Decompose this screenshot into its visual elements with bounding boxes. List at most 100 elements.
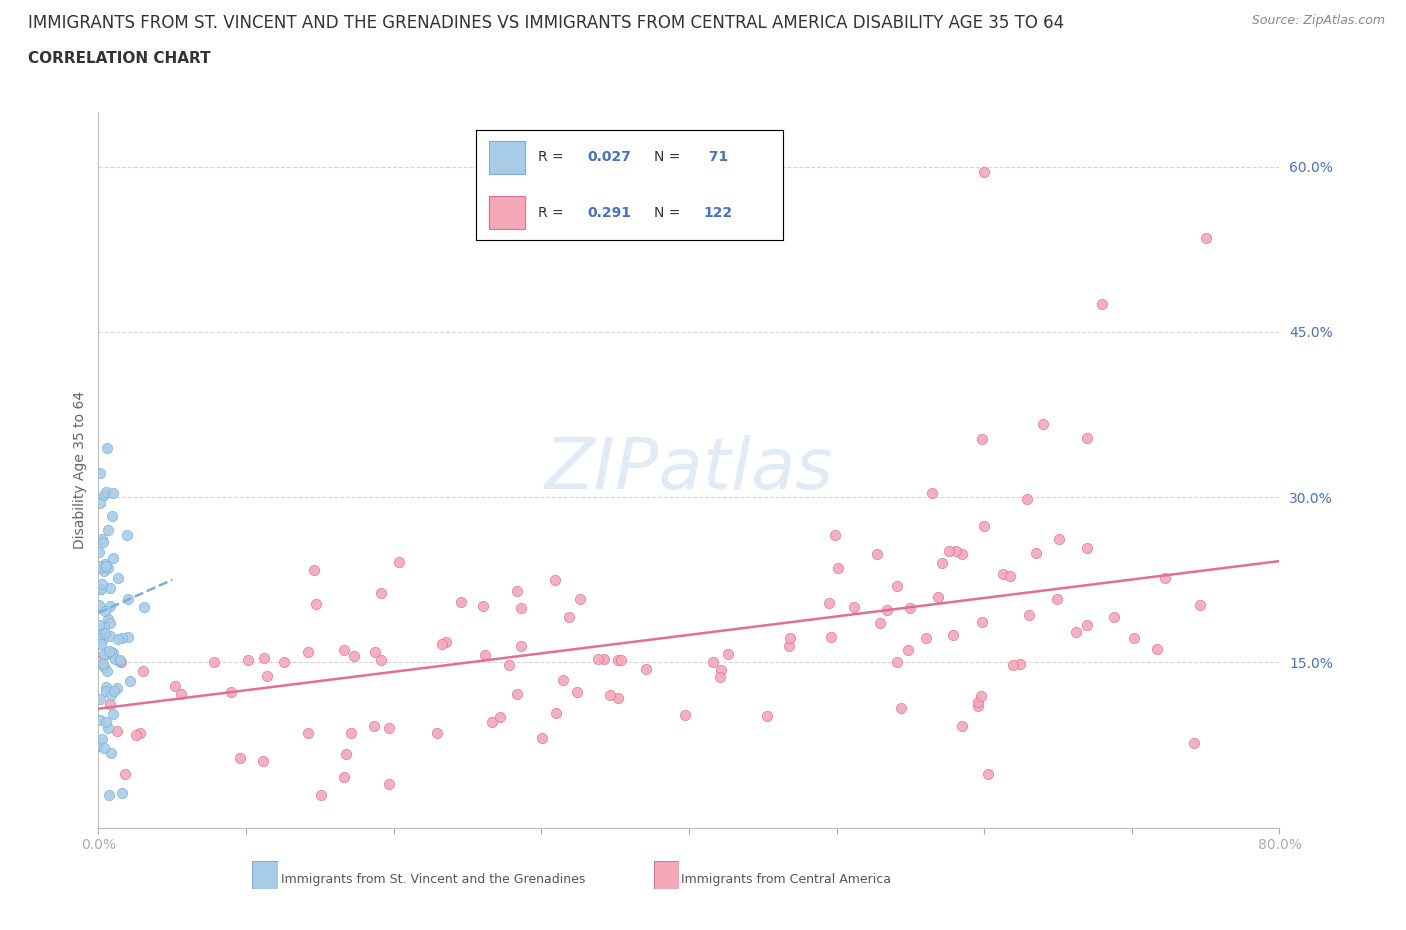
Point — [128, 725, 150, 740]
Point — [876, 603, 898, 618]
Point — [425, 725, 447, 740]
Point — [302, 563, 325, 578]
Point — [820, 630, 842, 644]
Point — [114, 766, 136, 781]
Point — [93, 741, 115, 756]
Point — [98, 629, 121, 644]
Point — [567, 685, 589, 700]
Point — [818, 595, 841, 610]
Point — [593, 652, 616, 667]
Point — [898, 601, 921, 616]
Point — [509, 601, 531, 616]
Point — [827, 561, 849, 576]
Point — [89, 692, 111, 707]
Point — [98, 581, 121, 596]
Point — [1046, 592, 1069, 607]
Point — [105, 724, 128, 738]
Point — [531, 731, 554, 746]
Point — [117, 591, 139, 606]
Point — [98, 616, 121, 631]
Point — [921, 485, 943, 500]
Point — [111, 785, 134, 800]
Point — [101, 551, 124, 565]
Point — [778, 638, 800, 653]
Point — [709, 669, 731, 684]
Point — [105, 681, 128, 696]
Point — [489, 710, 512, 724]
Point — [973, 165, 995, 179]
Point — [98, 599, 121, 614]
Point — [89, 713, 111, 728]
Point — [1102, 609, 1125, 624]
Point — [450, 594, 472, 609]
Point — [96, 646, 118, 661]
Point — [950, 718, 973, 733]
Point — [236, 653, 259, 668]
Point — [93, 625, 115, 640]
Point — [364, 644, 387, 659]
Point — [273, 654, 295, 669]
Point — [755, 709, 778, 724]
Point — [551, 672, 574, 687]
Point — [91, 657, 114, 671]
Point — [363, 719, 385, 734]
Point — [333, 769, 356, 784]
Point — [886, 578, 908, 593]
Point — [132, 664, 155, 679]
Point — [606, 691, 628, 706]
Point — [297, 725, 319, 740]
Point — [897, 643, 920, 658]
Point — [950, 547, 973, 562]
Text: Immigrants from Central America: Immigrants from Central America — [681, 872, 890, 885]
Point — [993, 566, 1015, 581]
Text: Source: ZipAtlas.com: Source: ZipAtlas.com — [1251, 14, 1385, 27]
Point — [125, 727, 148, 742]
Point — [636, 662, 658, 677]
Point — [304, 596, 326, 611]
Point — [297, 644, 319, 659]
Point — [165, 678, 187, 693]
Point — [1091, 297, 1114, 312]
Point — [91, 535, 114, 550]
Point — [89, 628, 111, 643]
Point — [94, 714, 117, 729]
Point — [89, 561, 111, 576]
Text: IMMIGRANTS FROM ST. VINCENT AND THE GRENADINES VS IMMIGRANTS FROM CENTRAL AMERIC: IMMIGRANTS FROM ST. VINCENT AND THE GREN… — [28, 14, 1064, 32]
Point — [1049, 531, 1071, 546]
Point — [941, 628, 963, 643]
Point — [93, 660, 115, 675]
Point — [370, 586, 392, 601]
Point — [998, 568, 1021, 583]
Point — [101, 509, 124, 524]
Point — [335, 747, 357, 762]
Point — [1017, 492, 1039, 507]
Point — [93, 646, 115, 661]
Point — [710, 662, 733, 677]
Point — [94, 557, 117, 572]
Point — [1025, 546, 1047, 561]
Point — [90, 532, 112, 547]
Point — [219, 684, 242, 699]
Point — [120, 673, 142, 688]
Point — [1076, 540, 1098, 555]
Point — [89, 581, 111, 596]
Point — [170, 686, 193, 701]
Point — [96, 684, 118, 698]
Point — [253, 651, 276, 666]
Point — [256, 669, 278, 684]
Point — [1018, 607, 1040, 622]
Point — [498, 658, 520, 672]
Point — [96, 485, 118, 499]
Point — [1182, 736, 1205, 751]
Point — [90, 632, 112, 647]
Point — [607, 652, 630, 667]
Point — [430, 636, 453, 651]
Point — [89, 466, 111, 481]
Point — [866, 547, 889, 562]
Point — [388, 555, 411, 570]
Point — [96, 663, 118, 678]
Point — [89, 496, 111, 511]
Point — [202, 655, 225, 670]
Point — [1153, 571, 1175, 586]
Point — [98, 697, 121, 711]
